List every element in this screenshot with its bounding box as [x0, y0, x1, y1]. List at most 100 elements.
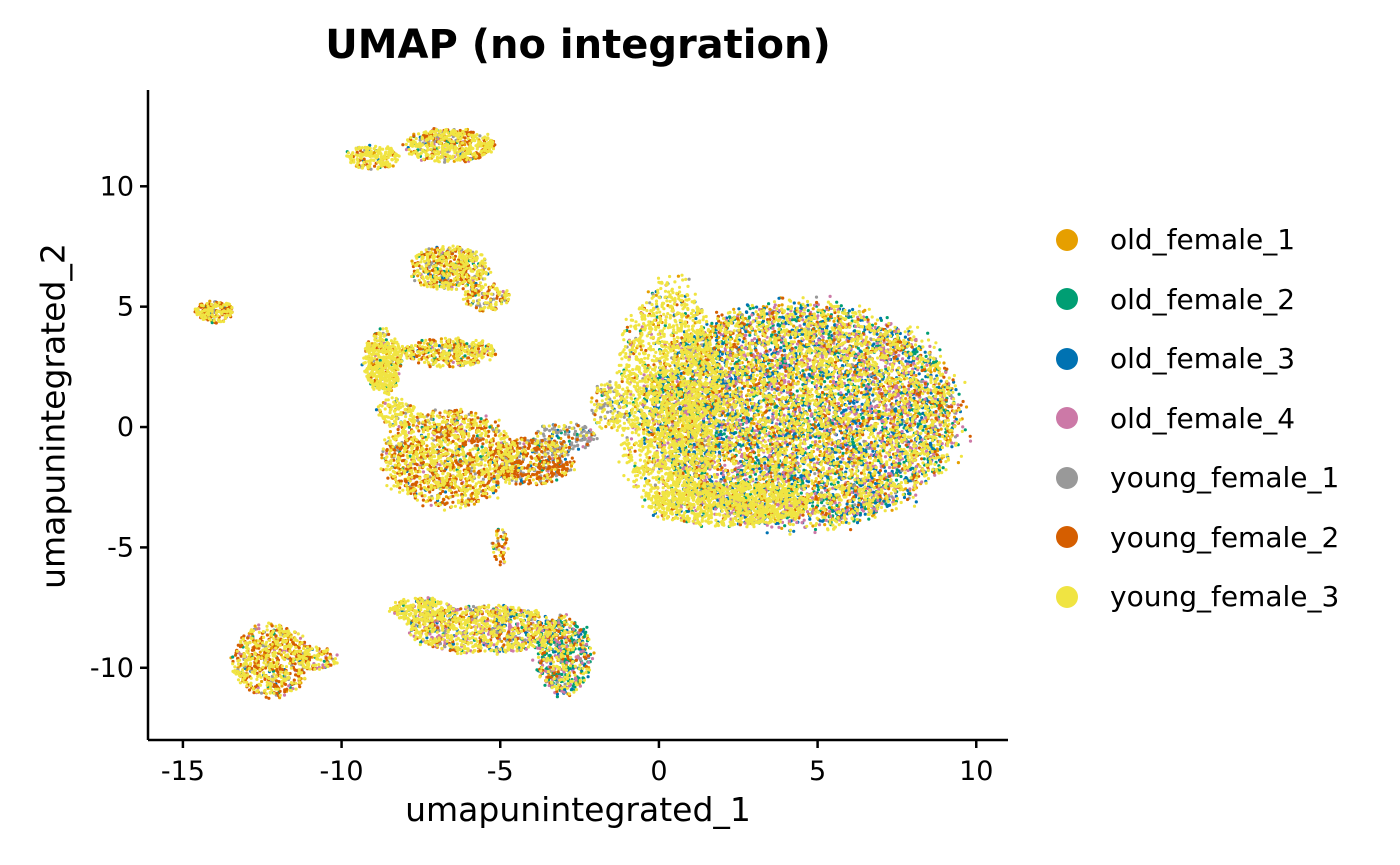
data-point — [646, 290, 650, 294]
data-point — [964, 405, 969, 409]
data-point — [929, 370, 933, 374]
data-point — [938, 348, 942, 352]
data-point — [897, 461, 901, 465]
data-point — [850, 437, 855, 441]
data-point — [957, 392, 961, 396]
data-point — [757, 453, 761, 457]
data-point — [835, 300, 839, 304]
data-point — [851, 422, 855, 426]
data-point — [671, 380, 675, 384]
data-point — [917, 372, 921, 376]
data-point — [732, 432, 736, 436]
data-point — [430, 247, 434, 251]
data-point — [874, 322, 878, 326]
data-point — [939, 427, 943, 431]
data-point — [823, 523, 827, 527]
data-point — [384, 338, 388, 342]
data-point — [761, 319, 766, 323]
data-point — [478, 484, 483, 488]
data-point — [872, 490, 876, 494]
data-point — [792, 301, 796, 305]
data-point — [780, 303, 784, 307]
data-point — [536, 641, 540, 645]
data-point — [873, 447, 877, 451]
data-point — [734, 388, 738, 392]
data-point — [839, 304, 843, 308]
data-point — [748, 307, 752, 311]
data-point — [732, 307, 736, 311]
data-point — [231, 655, 235, 659]
data-point — [765, 447, 769, 451]
data-point — [841, 451, 845, 455]
data-point — [744, 330, 748, 334]
data-point — [937, 382, 941, 386]
data-point — [926, 391, 930, 395]
data-point — [811, 524, 815, 528]
data-point — [380, 456, 384, 460]
data-point — [253, 624, 257, 628]
data-point — [592, 651, 596, 655]
data-point — [451, 365, 455, 369]
data-point — [479, 417, 483, 421]
data-point — [921, 411, 925, 415]
data-point — [604, 425, 608, 429]
data-point — [322, 659, 326, 663]
data-point — [765, 531, 769, 535]
data-point — [856, 346, 860, 350]
data-point — [714, 431, 718, 435]
data-point — [839, 460, 843, 464]
data-point — [569, 651, 573, 655]
data-point — [863, 328, 867, 332]
data-point — [705, 472, 709, 476]
data-point — [823, 380, 827, 384]
data-point — [388, 430, 392, 434]
data-point — [717, 450, 722, 454]
data-point — [488, 425, 492, 429]
data-point — [797, 301, 801, 305]
data-point — [814, 329, 818, 333]
data-point — [851, 307, 855, 312]
data-point — [893, 408, 897, 412]
data-point — [721, 342, 725, 346]
data-point — [487, 267, 491, 271]
data-point — [799, 491, 803, 495]
data-point — [877, 409, 881, 414]
data-point — [871, 449, 875, 453]
data-point — [885, 316, 889, 320]
data-point — [825, 339, 829, 343]
data-point — [463, 354, 467, 358]
data-point — [783, 524, 787, 528]
data-point — [941, 466, 945, 470]
data-point — [807, 372, 811, 376]
data-point — [543, 683, 547, 687]
data-point — [890, 508, 894, 512]
data-point — [856, 408, 860, 412]
data-point — [407, 425, 411, 429]
data-point — [821, 338, 825, 342]
data-point — [837, 424, 841, 429]
data-point — [590, 396, 594, 400]
data-point — [924, 427, 929, 431]
data-point — [819, 382, 823, 386]
data-point — [872, 342, 876, 346]
data-point — [924, 354, 928, 358]
data-point — [719, 429, 723, 433]
data-point — [472, 502, 476, 506]
data-point — [756, 458, 760, 462]
data-point — [804, 368, 808, 372]
data-point — [535, 668, 539, 672]
data-point — [858, 349, 862, 353]
data-point — [852, 401, 856, 405]
data-point — [874, 482, 878, 486]
data-point — [828, 330, 832, 334]
data-point — [811, 504, 815, 508]
data-point — [755, 305, 759, 309]
data-point — [776, 323, 780, 327]
data-point — [710, 321, 714, 325]
data-point — [811, 307, 815, 311]
data-point — [768, 307, 772, 311]
data-point — [746, 388, 751, 393]
data-point — [777, 296, 781, 300]
data-point — [814, 479, 818, 483]
